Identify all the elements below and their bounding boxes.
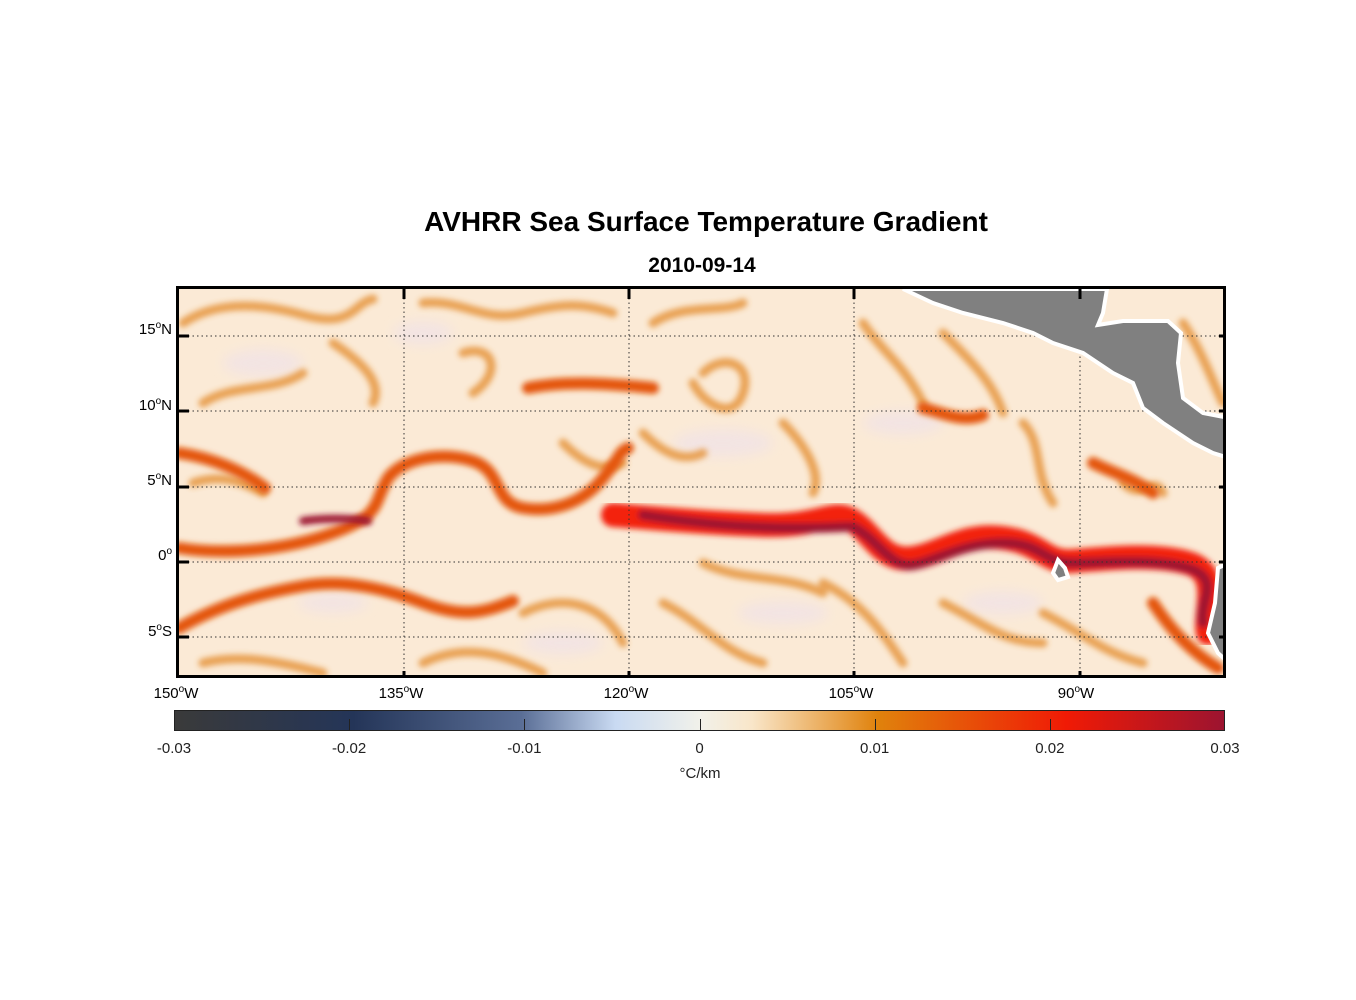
equatorial-front [299, 503, 1222, 645]
colorbar-tick-label: 0.01 [860, 740, 890, 757]
sst-gradient-map [176, 286, 1226, 678]
colorbar-tick-label: -0.03 [156, 740, 192, 757]
colorbar-tick-label: 0.03 [1210, 740, 1240, 757]
colorbar-tick [874, 719, 876, 730]
chart-title: AVHRR Sea Surface Temperature Gradient [424, 206, 988, 237]
colorbar-units: °C/km [679, 765, 721, 782]
lon-label: 90oW [1057, 684, 1095, 702]
land-central-america [902, 289, 1223, 661]
lat-label: 10oN [138, 395, 172, 414]
colorbar-tick [1049, 719, 1051, 730]
strong-fronts [179, 377, 1223, 674]
lat-label: 0o [158, 546, 172, 565]
lat-label: 15oN [138, 320, 172, 339]
lon-label: 150oW [153, 684, 199, 702]
chart-subtitle: 2010-09-14 [648, 254, 756, 277]
weak-fronts [179, 294, 1223, 675]
lat-label: 5oN [147, 471, 172, 489]
colorbar-tick [699, 719, 701, 730]
colorbar-tick [524, 719, 526, 730]
colorbar-tick-label: 0.02 [1035, 740, 1065, 757]
map-field [179, 289, 1223, 675]
colorbar-tick [349, 719, 351, 730]
background-texture [223, 321, 1043, 655]
lat-label: 5oS [148, 621, 172, 640]
colorbar-tick-label: 0 [695, 740, 704, 757]
axis-ticks [179, 289, 1223, 675]
lon-label: 135oW [378, 684, 424, 702]
lon-label: 120oW [603, 684, 649, 702]
colorbar-tick-label: -0.01 [507, 740, 542, 757]
lon-label: 105oW [828, 684, 874, 702]
colorbar-tick-label: -0.02 [332, 740, 367, 757]
